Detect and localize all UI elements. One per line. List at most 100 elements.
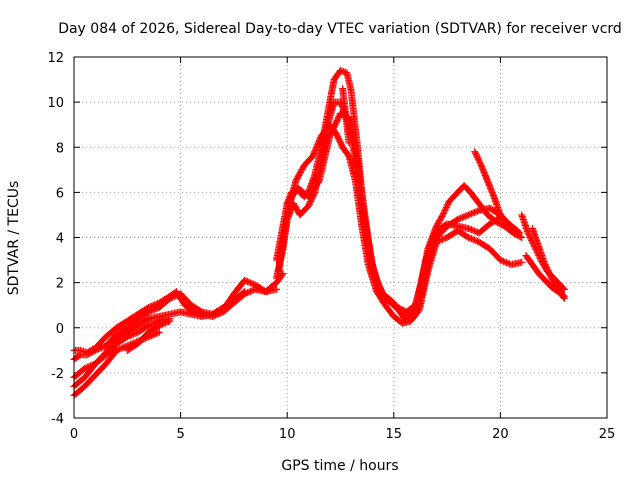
data-point: [81, 364, 89, 372]
data-point: [239, 289, 247, 297]
data-point: [123, 333, 131, 341]
data-point: [471, 208, 479, 216]
data-point: [546, 271, 554, 279]
data-point: [149, 306, 157, 314]
data-point: [541, 261, 549, 269]
data-point: [117, 344, 125, 352]
data-point: [148, 320, 156, 328]
series-trace-14: [528, 224, 568, 302]
data-point: [474, 155, 482, 163]
data-point: [152, 305, 160, 313]
data-point: [516, 229, 524, 237]
x-axis: 0 5 10 15 20 25: [70, 57, 615, 442]
data-point: [241, 276, 249, 284]
data-point: [514, 228, 522, 236]
data-point: [458, 214, 466, 222]
data-point: [518, 234, 526, 241]
data-point: [466, 225, 474, 233]
data-point: [440, 235, 448, 243]
data-point: [443, 202, 451, 210]
data-point: [439, 235, 447, 243]
data-point: [524, 229, 532, 237]
data-point: [94, 345, 102, 353]
data-point: [131, 330, 139, 338]
data-point: [245, 278, 253, 286]
data-point: [120, 343, 128, 351]
data-point: [504, 259, 512, 267]
data-point: [155, 328, 163, 336]
data-point: [241, 288, 249, 296]
data-point: [242, 277, 250, 285]
y-axis-title: SDTVAR / TECUs: [6, 181, 22, 296]
data-point: [333, 131, 341, 139]
data-point: [435, 237, 443, 245]
data-point: [160, 320, 168, 328]
data-point: [545, 270, 553, 278]
data-point: [475, 157, 483, 165]
data-point: [164, 318, 172, 326]
data-point: [248, 287, 256, 295]
series-trace-6: [123, 317, 174, 354]
series-trace-4: [70, 315, 174, 390]
chart-title: Day 084 of 2026, Sidereal Day-to-day VTE…: [58, 21, 622, 37]
data-point: [440, 209, 448, 217]
data-point: [467, 210, 475, 218]
data-point: [145, 308, 153, 316]
data-point: [460, 213, 468, 221]
y-tick-label: 10: [47, 96, 64, 111]
data-point: [472, 237, 480, 245]
data-point: [96, 344, 104, 352]
data-point: [163, 318, 171, 326]
data-point: [559, 293, 567, 301]
grid: [74, 57, 607, 418]
data-point: [474, 154, 482, 162]
data-point: [472, 151, 480, 159]
y-tick-label: -2: [51, 367, 64, 382]
data-point: [471, 148, 479, 156]
data-point: [247, 287, 255, 295]
data-point: [473, 152, 481, 160]
data-point: [469, 235, 477, 243]
y-tick-label: 8: [56, 141, 64, 156]
data-point: [247, 279, 255, 287]
data-point: [334, 133, 342, 141]
data-point: [148, 307, 156, 315]
data-point: [471, 227, 479, 235]
data-point: [516, 233, 524, 241]
data-point: [469, 226, 477, 234]
data-point: [145, 321, 153, 329]
data-point: [501, 258, 509, 266]
data-point: [158, 320, 166, 328]
data-point: [461, 212, 469, 220]
data-point: [93, 346, 101, 354]
data-point: [82, 364, 90, 372]
data-point: [559, 284, 567, 292]
data-point: [466, 210, 474, 218]
data-point: [496, 256, 504, 264]
data-point: [337, 139, 344, 147]
data-point: [337, 140, 345, 148]
y-tick-label: -4: [51, 412, 64, 427]
data-point: [146, 321, 154, 329]
data-point: [542, 262, 550, 270]
data-point: [467, 235, 475, 243]
y-axis: -4 -2 0 2 4 6 8 10 12: [47, 51, 607, 427]
data-point: [498, 257, 506, 265]
y-tick-label: 0: [56, 322, 64, 337]
x-tick-label: 15: [386, 427, 403, 442]
x-tick-label: 5: [176, 427, 184, 442]
data-point: [306, 199, 314, 207]
data-point: [441, 206, 449, 214]
data-point: [244, 278, 252, 286]
x-tick-label: 10: [279, 427, 296, 442]
plot-frame: [73, 56, 608, 419]
data-point: [125, 332, 133, 340]
data-point: [444, 200, 452, 208]
data-point: [454, 215, 462, 223]
data-point: [334, 134, 342, 142]
data-point: [129, 330, 137, 338]
data-point: [560, 294, 568, 302]
data-point: [442, 203, 450, 211]
data-point: [464, 224, 472, 232]
series-trace-10: [283, 109, 504, 323]
